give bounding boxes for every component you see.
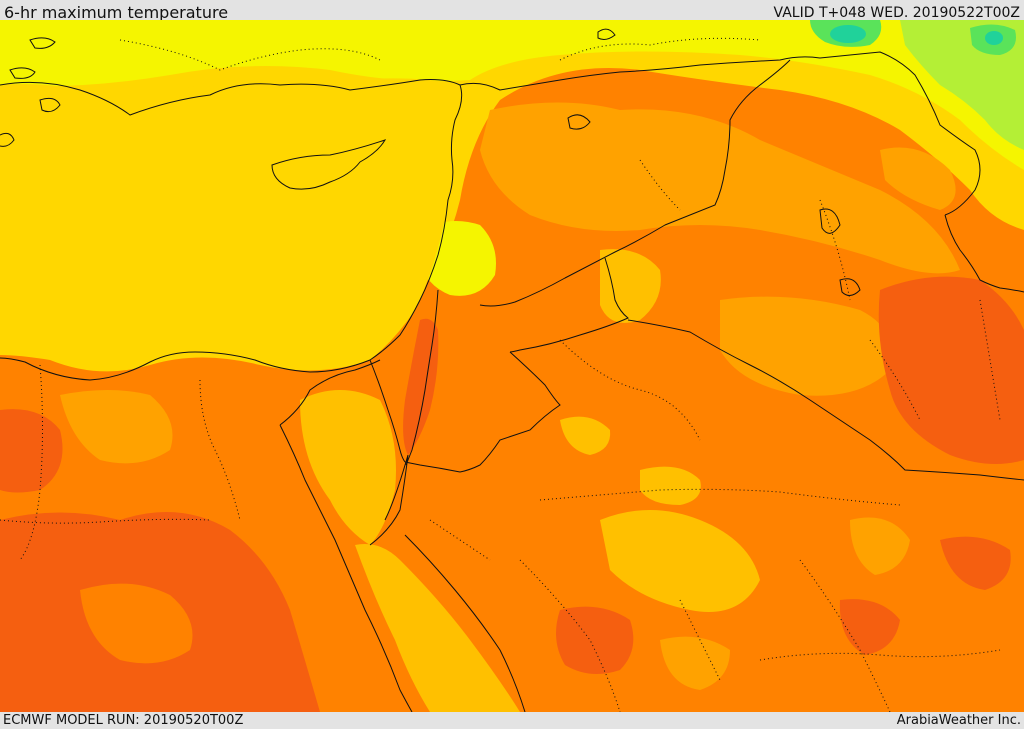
field-hot-saudi-e [839, 599, 900, 655]
border-jordan-iraq [509, 257, 629, 353]
field-warm-east [850, 517, 910, 575]
field-north-teal [830, 25, 866, 43]
border-jordan-saudi [404, 351, 561, 473]
credit-label: ArabiaWeather Inc. [896, 713, 1021, 728]
border-iraq-iran [944, 214, 1024, 293]
aegean-islands [0, 37, 61, 147]
header-bar [0, 0, 1024, 20]
field-warm-saudi3 [560, 416, 611, 455]
field-hot-jordanvalley [403, 318, 439, 455]
field-warm-egypt [60, 390, 173, 464]
coastline-med [0, 79, 463, 381]
province-borders [0, 37, 1001, 712]
field-north-yellow [0, 20, 1024, 170]
map-title: 6-hr maximum temperature [4, 3, 229, 22]
border-israel-egypt [369, 359, 406, 463]
field-warm-syria [480, 102, 960, 274]
field-hot-iran [878, 276, 1024, 464]
valid-time: VALID T+048 WED. 20190522T00Z [773, 5, 1020, 21]
field-hot-egypt [0, 409, 63, 493]
field-warm-sinai [300, 390, 396, 545]
field-hot-east [940, 536, 1011, 590]
temperature-map [0, 20, 1024, 712]
field-warm-redsea [355, 544, 520, 712]
jordan-river [405, 289, 439, 466]
coastline-redsea-west [279, 424, 413, 712]
field-warm-north-iraq [880, 147, 956, 210]
field-warm-jordan [600, 249, 661, 323]
model-run-label: ECMWF MODEL RUN: 20190520T00Z [3, 713, 244, 728]
footer-bar [0, 712, 1024, 729]
field-warm-iraq [720, 296, 892, 396]
coastline-redsea-east [369, 454, 526, 712]
field-sea [0, 77, 462, 372]
field-warm-south [660, 636, 730, 690]
border-iraq-saudi [627, 319, 1024, 481]
border-turkey-syria [459, 51, 981, 216]
lakes [567, 28, 861, 296]
cyprus-outline [271, 139, 387, 190]
border-syria-iraq [479, 59, 791, 307]
field-hot-saudi [556, 606, 634, 674]
field-warm-saudi2 [640, 466, 701, 505]
field-north-teal2 [985, 31, 1003, 45]
field-hot-egypt-inner [80, 583, 193, 664]
coastline-sinai [279, 359, 381, 426]
field-warm-saudi1 [600, 510, 760, 612]
